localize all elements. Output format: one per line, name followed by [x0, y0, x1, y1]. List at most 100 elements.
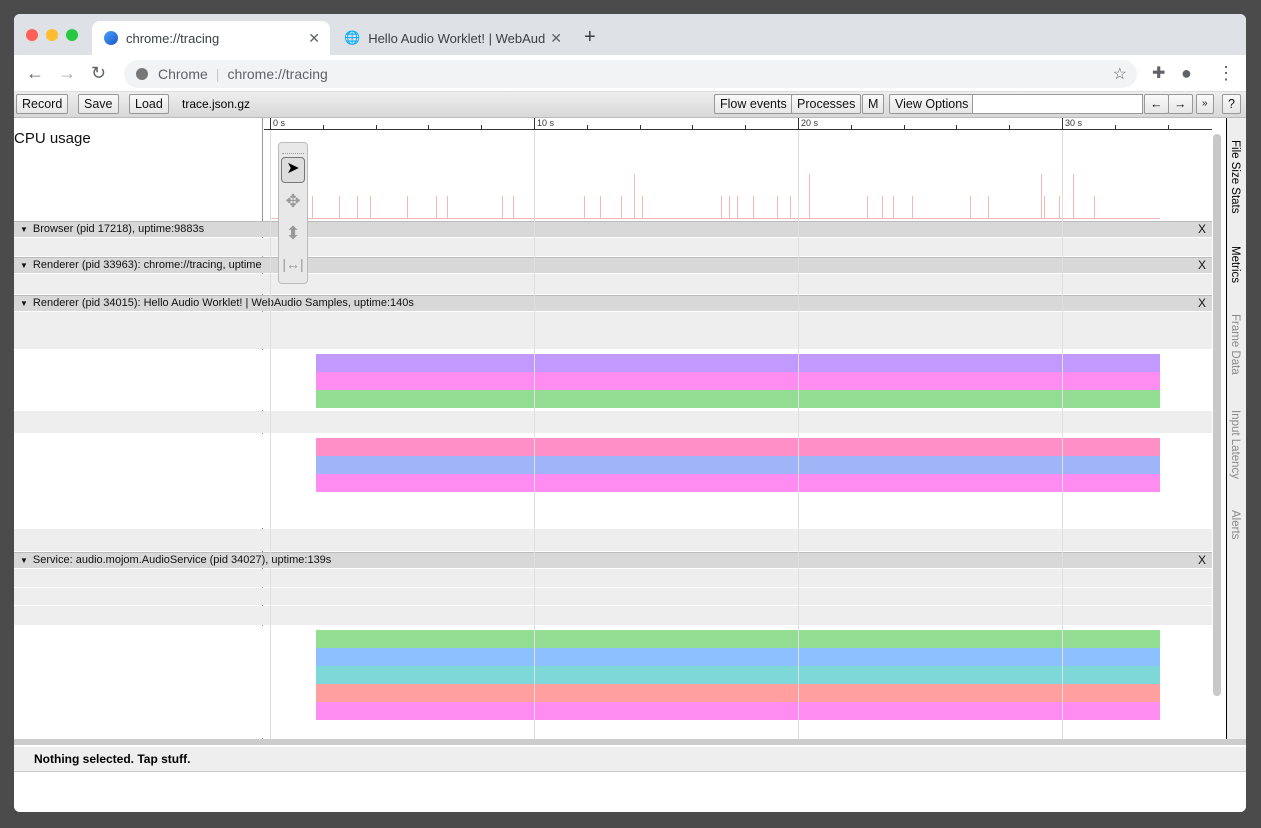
close-tab-icon[interactable]: ✕	[308, 29, 320, 46]
load-button[interactable]: Load	[129, 94, 169, 114]
pan-tool-icon[interactable]: ✥	[285, 191, 301, 211]
ruler-minor-tick	[639, 125, 641, 129]
process-header[interactable]: ▼ Renderer (pid 34015): Hello Audio Workl…	[14, 295, 1212, 311]
prev-match-button[interactable]: ←	[1144, 94, 1169, 114]
close-process-button[interactable]: X	[1197, 222, 1206, 236]
cpu-spike	[737, 196, 739, 218]
cpu-spike	[729, 196, 731, 218]
profile-icon[interactable]: ●	[1181, 63, 1192, 83]
trace-slice[interactable]	[316, 474, 1160, 492]
trace-slice[interactable]	[316, 630, 1160, 648]
side-tab-file-size-stats[interactable]: File Size Stats	[1229, 140, 1241, 214]
new-tab-button[interactable]: +	[584, 26, 596, 48]
time-ruler[interactable]: 0 s 10 s 20 s 30 s	[264, 118, 1212, 130]
trace-slice[interactable]	[316, 354, 1160, 372]
thread-track[interactable]	[14, 350, 1212, 410]
trace-slice[interactable]	[316, 390, 1160, 408]
filename-label: trace.json.gz	[182, 97, 251, 111]
ruler-major-tick	[270, 118, 271, 129]
trace-slice[interactable]	[316, 702, 1160, 720]
vertical-scrollbar[interactable]	[1213, 134, 1221, 696]
thread-track[interactable]	[14, 274, 1212, 294]
cpu-spike	[436, 196, 438, 218]
thread-track[interactable]	[14, 569, 1212, 587]
search-input[interactable]	[972, 94, 1143, 114]
thread-track[interactable]	[14, 606, 1212, 625]
trace-slice[interactable]	[316, 648, 1160, 666]
extensions-icon[interactable]: ✚	[1152, 65, 1166, 82]
process-title: Service: audio.mojom.AudioService (pid 3…	[32, 554, 332, 566]
flow-events-button[interactable]: Flow events	[714, 94, 793, 114]
cpu-spike	[370, 196, 372, 218]
trace-slice[interactable]	[316, 666, 1160, 684]
tab-audio-worklet[interactable]: 🌐 Hello Audio Worklet! | WebAud ✕	[332, 21, 572, 55]
close-tab-icon[interactable]: ✕	[550, 29, 562, 46]
expand-arrow-icon[interactable]: ▼	[20, 225, 28, 234]
help-button[interactable]: ?	[1222, 94, 1241, 114]
m-button[interactable]: M	[862, 94, 885, 114]
analysis-panel: Nothing selected. Tap stuff.	[14, 739, 1246, 812]
tab-title: Hello Audio Worklet! | WebAud	[368, 30, 546, 46]
side-tab-input-latency[interactable]: Input Latency	[1229, 410, 1241, 480]
drag-handle[interactable]	[282, 146, 304, 154]
expand-arrow-icon[interactable]: ▼	[20, 556, 28, 565]
divider: |	[215, 66, 220, 82]
close-process-button[interactable]: X	[1197, 258, 1206, 272]
trace-slice[interactable]	[316, 372, 1160, 390]
expand-arrow-icon[interactable]: ▼	[20, 299, 28, 308]
process-header[interactable]: ▼ Renderer (pid 33963): chrome://tracing,…	[14, 257, 1212, 273]
cpu-spike	[1040, 174, 1042, 218]
cpu-spike	[1043, 196, 1045, 218]
cpu-spike	[988, 196, 990, 218]
cpu-spike	[512, 196, 514, 218]
expand-arrow-icon[interactable]: ▼	[20, 261, 28, 270]
thread-track[interactable]	[14, 626, 1212, 738]
zoom-window-button[interactable]	[66, 29, 78, 41]
record-button[interactable]: Record	[16, 94, 69, 114]
selection-tool-icon[interactable]: ➤	[281, 157, 305, 183]
thread-track[interactable]	[14, 529, 1212, 551]
view-options-button[interactable]: View Options	[889, 94, 975, 114]
thread-track[interactable]	[14, 238, 1212, 256]
minimize-window-button[interactable]	[46, 29, 58, 41]
close-window-button[interactable]	[26, 29, 38, 41]
thread-track[interactable]	[14, 434, 1212, 528]
cpu-usage-track[interactable]	[14, 130, 1212, 221]
next-match-button[interactable]: →	[1168, 94, 1193, 114]
reload-icon[interactable]: ↻	[91, 63, 107, 83]
ruler-minor-tick	[1167, 125, 1169, 129]
process-header[interactable]: ▼ Browser (pid 17218), uptime:9883s X	[14, 221, 1212, 237]
process-header[interactable]: ▼ Service: audio.mojom.AudioService (pid …	[14, 552, 1212, 568]
side-tab-frame-data[interactable]: Frame Data	[1229, 314, 1241, 375]
back-icon[interactable]: ←	[26, 63, 44, 83]
thread-track[interactable]	[14, 588, 1212, 605]
process-title: Renderer (pid 33963): chrome://tracing, …	[32, 259, 262, 271]
cpu-spike	[1059, 196, 1061, 218]
ruler-tick-label: 30 s	[1065, 118, 1083, 128]
tab-strip: chrome://tracing ✕ 🌐 Hello Audio Worklet…	[14, 14, 1246, 55]
menu-icon[interactable]: ⋮	[1217, 63, 1235, 83]
ruler-minor-tick	[375, 125, 377, 129]
more-button[interactable]: »	[1196, 94, 1214, 114]
trace-slice[interactable]	[316, 438, 1160, 456]
thread-track[interactable]	[14, 411, 1212, 433]
timeline-view[interactable]: CPU usage▼CrRendererMain▼AudioOutputDevi…	[14, 118, 1226, 739]
browser-window: chrome://tracing ✕ 🌐 Hello Audio Worklet…	[14, 14, 1246, 812]
omnibox[interactable]: Chrome | chrome://tracing ☆	[124, 60, 1137, 88]
timing-tool-icon[interactable]: |↔|	[282, 256, 304, 272]
side-tab-metrics[interactable]: Metrics	[1229, 246, 1241, 284]
zoom-tool-icon[interactable]: ⬍	[285, 223, 301, 243]
forward-icon[interactable]: →	[58, 63, 76, 83]
star-icon[interactable]: ☆	[1112, 66, 1127, 83]
side-tab-alerts[interactable]: Alerts	[1229, 510, 1241, 540]
ruler-minor-tick	[692, 125, 694, 129]
process-title: Renderer (pid 34015): Hello Audio Workle…	[32, 297, 414, 309]
trace-slice[interactable]	[316, 456, 1160, 474]
close-process-button[interactable]: X	[1197, 553, 1206, 567]
save-button[interactable]: Save	[78, 94, 119, 114]
tab-tracing[interactable]: chrome://tracing ✕	[92, 21, 330, 55]
processes-button[interactable]: Processes	[791, 94, 862, 114]
close-process-button[interactable]: X	[1197, 296, 1206, 310]
trace-slice[interactable]	[316, 684, 1160, 702]
thread-track[interactable]	[14, 312, 1212, 349]
